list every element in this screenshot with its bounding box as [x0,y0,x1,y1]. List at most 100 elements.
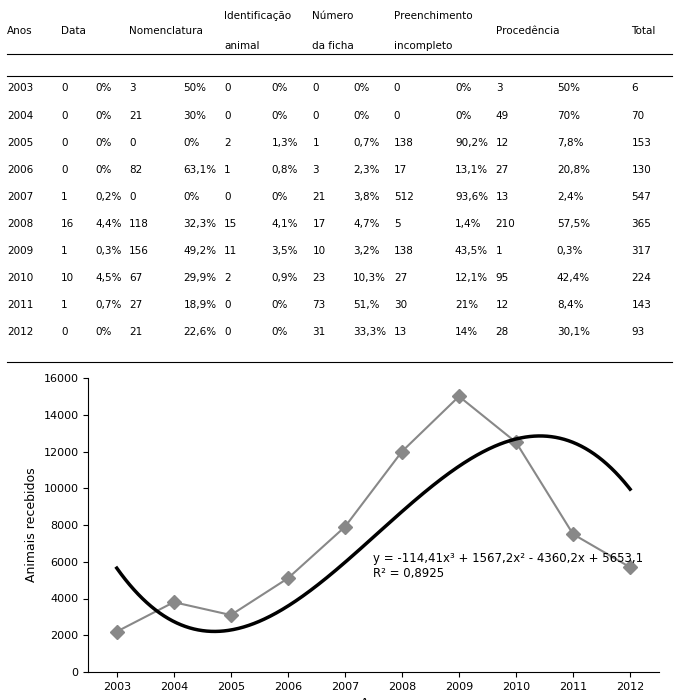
Text: 22,6%: 22,6% [183,327,217,337]
Text: Total: Total [631,26,656,36]
Text: 28: 28 [496,327,509,337]
Text: 3,8%: 3,8% [353,192,380,202]
Text: 21%: 21% [455,300,478,310]
Text: 1: 1 [224,164,231,175]
Text: 0: 0 [394,83,401,94]
Text: 0: 0 [224,111,231,120]
Text: 4,5%: 4,5% [95,273,122,283]
Text: 21: 21 [312,192,326,202]
Text: 2,4%: 2,4% [557,192,583,202]
Text: 8,4%: 8,4% [557,300,583,310]
Text: 4,1%: 4,1% [272,219,298,229]
Text: 4,7%: 4,7% [353,219,380,229]
Text: 49,2%: 49,2% [183,246,217,256]
Text: 2012: 2012 [7,327,33,337]
Text: 93,6%: 93,6% [455,192,488,202]
Text: 70: 70 [631,111,644,120]
Text: 0%: 0% [353,111,369,120]
Text: 0%: 0% [455,111,471,120]
Text: 118: 118 [129,219,149,229]
Text: 317: 317 [631,246,651,256]
Text: 10: 10 [61,273,74,283]
Text: 18,9%: 18,9% [183,300,217,310]
Text: Preenchimento: Preenchimento [394,11,473,21]
Text: 0%: 0% [95,327,111,337]
Text: 0%: 0% [272,111,288,120]
Text: 0: 0 [312,83,319,94]
Text: Número: Número [312,11,354,21]
Text: 42,4%: 42,4% [557,273,590,283]
Text: da ficha: da ficha [312,41,354,51]
Text: 57,5%: 57,5% [557,219,590,229]
Text: 4,4%: 4,4% [95,219,122,229]
Y-axis label: Animais recebidos: Animais recebidos [25,468,38,582]
Text: 21: 21 [129,111,143,120]
Text: 0: 0 [312,111,319,120]
Text: 0%: 0% [272,300,288,310]
Text: 93: 93 [631,327,645,337]
Text: 10,3%: 10,3% [353,273,386,283]
Text: animal: animal [224,41,259,51]
Text: 143: 143 [631,300,651,310]
Text: 156: 156 [129,246,149,256]
Text: 153: 153 [631,138,651,148]
Text: 0%: 0% [272,192,288,202]
Text: 512: 512 [394,192,414,202]
Text: 32,3%: 32,3% [183,219,217,229]
Text: 0: 0 [61,164,68,175]
Text: Anos: Anos [7,26,33,36]
Text: 15: 15 [224,219,238,229]
Text: 2005: 2005 [7,138,33,148]
Text: 0%: 0% [272,83,288,94]
Text: 0: 0 [129,138,136,148]
Text: 63,1%: 63,1% [183,164,217,175]
Text: 3: 3 [312,164,319,175]
Text: 0: 0 [224,300,231,310]
Text: 12: 12 [496,300,509,310]
Text: 5: 5 [394,219,401,229]
Text: 0,7%: 0,7% [353,138,380,148]
Text: 14%: 14% [455,327,478,337]
Text: 0,9%: 0,9% [272,273,298,283]
Text: 130: 130 [631,164,651,175]
Text: 1,4%: 1,4% [455,219,481,229]
Text: 20,8%: 20,8% [557,164,590,175]
Text: 2006: 2006 [7,164,33,175]
Text: 0%: 0% [455,83,471,94]
Text: 2010: 2010 [7,273,33,283]
Text: 11: 11 [224,246,238,256]
Text: 17: 17 [394,164,407,175]
Text: 0%: 0% [95,138,111,148]
Text: 2: 2 [224,138,231,148]
Text: 16: 16 [61,219,75,229]
Text: 2004: 2004 [7,111,33,120]
Text: 0: 0 [61,83,68,94]
Text: 12: 12 [496,138,509,148]
Text: 2008: 2008 [7,219,33,229]
Text: 0%: 0% [183,192,200,202]
Text: 3,5%: 3,5% [272,246,298,256]
Text: Data: Data [61,26,86,36]
Text: 23: 23 [312,273,326,283]
Text: 0,3%: 0,3% [95,246,122,256]
Text: 0: 0 [224,327,231,337]
Text: 0,3%: 0,3% [557,246,583,256]
Text: 1: 1 [61,246,68,256]
Text: 0%: 0% [272,327,288,337]
Text: 2011: 2011 [7,300,33,310]
Text: 27: 27 [394,273,407,283]
Text: Procedência: Procedência [496,26,559,36]
Text: 6: 6 [631,83,638,94]
X-axis label: Ano: Ano [360,697,387,700]
Text: 1,3%: 1,3% [272,138,298,148]
Text: 138: 138 [394,246,414,256]
Text: 3: 3 [496,83,502,94]
Text: 73: 73 [312,300,326,310]
Text: 13,1%: 13,1% [455,164,488,175]
Text: y = -114,41x³ + 1567,2x² - 4360,2x + 5653,1
R² = 0,8925: y = -114,41x³ + 1567,2x² - 4360,2x + 565… [373,552,644,580]
Text: 17: 17 [312,219,326,229]
Text: 3,2%: 3,2% [353,246,380,256]
Text: 3: 3 [129,83,136,94]
Text: 0%: 0% [95,83,111,94]
Text: 0: 0 [61,111,68,120]
